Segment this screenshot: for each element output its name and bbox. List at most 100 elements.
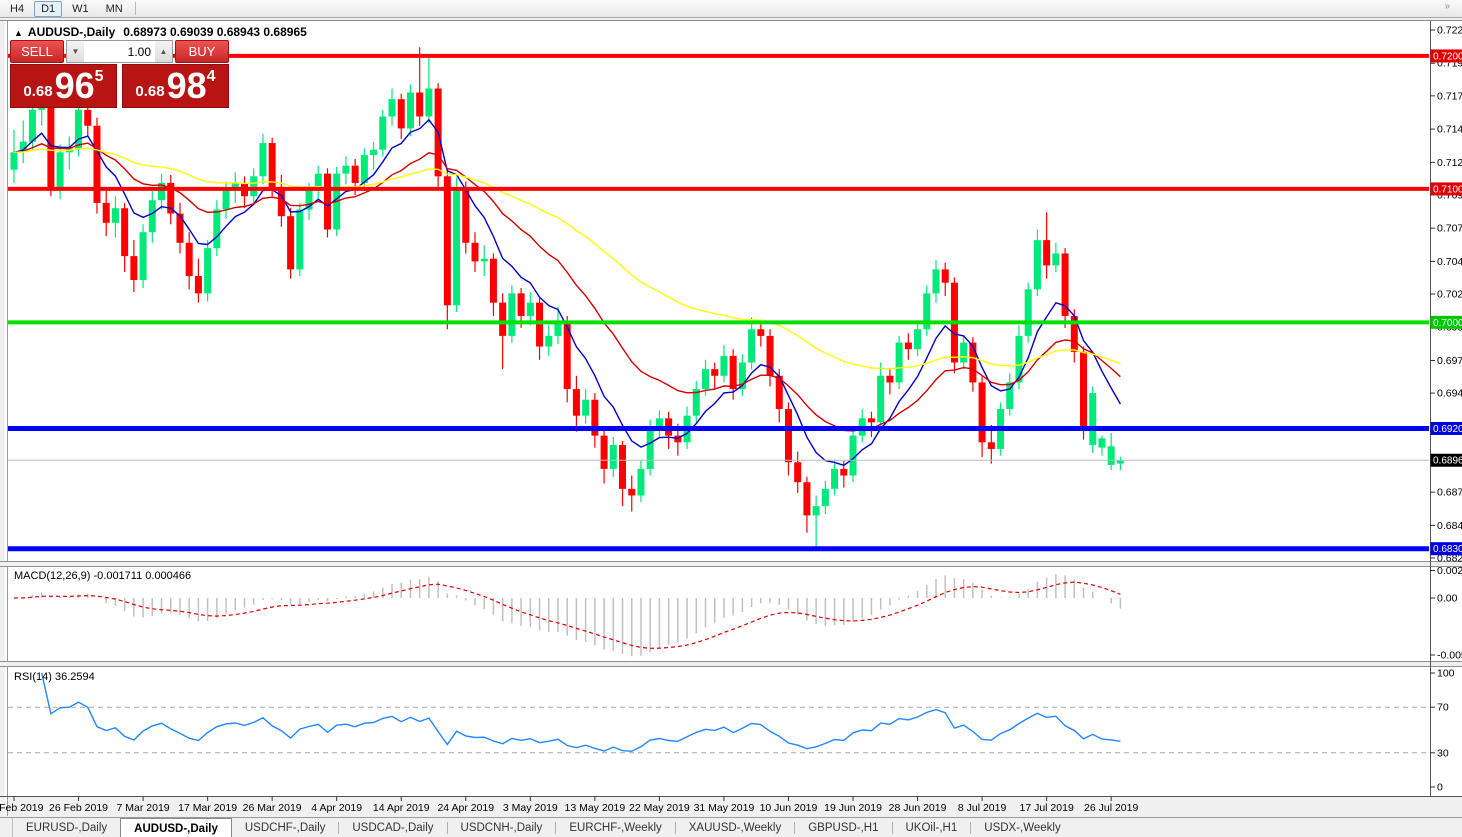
sell-button[interactable]: SELL bbox=[10, 40, 64, 63]
candle bbox=[204, 240, 212, 302]
svg-text:26 Feb 2019: 26 Feb 2019 bbox=[49, 802, 108, 814]
candle bbox=[213, 200, 221, 257]
candle bbox=[692, 381, 700, 423]
ma-fast-line bbox=[13, 118, 1122, 467]
chart-tab-usdcad-daily[interactable]: USDCAD-,Daily bbox=[352, 822, 434, 834]
macd-histogram bbox=[22, 574, 1122, 657]
price-tag-0.72005: 0.72005 bbox=[1430, 49, 1462, 63]
svg-text:0.70460: 0.70460 bbox=[1437, 256, 1462, 268]
toolbar-overflow-icon[interactable]: » bbox=[1444, 1, 1450, 12]
candle bbox=[416, 47, 424, 126]
buy-price-display[interactable]: 0.68 98 4 bbox=[122, 64, 229, 108]
rsi-indicator-label: RSI(14) 36.2594 bbox=[14, 671, 95, 683]
candle bbox=[462, 181, 470, 254]
sell-price-display[interactable]: 0.68 96 5 bbox=[10, 64, 117, 108]
candle bbox=[75, 103, 83, 157]
candle bbox=[176, 202, 184, 254]
candle bbox=[637, 459, 645, 503]
panel-frames bbox=[0, 21, 1462, 797]
volume-decrease-button[interactable]: ▼ bbox=[67, 41, 84, 62]
candle bbox=[268, 137, 276, 197]
candle bbox=[1080, 346, 1088, 440]
rsi-axis: 100 70 30 0 bbox=[1430, 668, 1455, 794]
candle bbox=[812, 495, 820, 548]
candle bbox=[766, 329, 774, 387]
chart-tab-eurusd-daily[interactable]: EURUSD-,Daily bbox=[26, 822, 108, 834]
chart-tab-usdx-weekly[interactable]: USDX-,Weekly bbox=[984, 822, 1061, 834]
candle bbox=[1006, 373, 1014, 416]
svg-text:30: 30 bbox=[1437, 747, 1449, 759]
ma-mid-line bbox=[13, 142, 1121, 432]
buy-button[interactable]: BUY bbox=[175, 40, 229, 63]
candle bbox=[950, 277, 958, 374]
candle bbox=[1033, 229, 1041, 296]
sell-price-big: 96 bbox=[54, 65, 95, 106]
timeframe-button-d1[interactable]: D1 bbox=[34, 0, 63, 17]
candle bbox=[803, 476, 811, 533]
one-click-trading-toggle-icon[interactable]: ▲ bbox=[14, 28, 23, 38]
candle bbox=[536, 297, 544, 360]
svg-text:0: 0 bbox=[1437, 782, 1443, 794]
candle bbox=[130, 240, 138, 293]
svg-text:24 Apr 2019: 24 Apr 2019 bbox=[437, 802, 494, 814]
chart-tab-eurchf-weekly[interactable]: EURCHF-,Weekly bbox=[569, 822, 662, 834]
price-tag-0.68965: 0.68965 bbox=[1430, 453, 1462, 467]
svg-text:0.71705: 0.71705 bbox=[1437, 90, 1462, 102]
candle bbox=[904, 333, 912, 360]
svg-text:14 Apr 2019: 14 Apr 2019 bbox=[373, 802, 430, 814]
price-tags: 0.72005 0.71005 0.70002 0.69204 0.68965 0.683… bbox=[1430, 49, 1462, 556]
svg-text:0.72005: 0.72005 bbox=[1433, 51, 1462, 62]
candle bbox=[1043, 212, 1051, 279]
candle bbox=[397, 93, 405, 140]
tab-separator bbox=[338, 822, 340, 834]
timeframe-button-w1[interactable]: W1 bbox=[72, 2, 89, 15]
svg-text:10 Jun 2019: 10 Jun 2019 bbox=[760, 802, 818, 814]
volume-spinner: ▼ ▲ bbox=[66, 40, 173, 63]
chart-tab-xauusd-weekly[interactable]: XAUUSD-,Weekly bbox=[688, 822, 782, 834]
macd-indicator-label: MACD(12,26,9) -0.001711 0.000466 bbox=[14, 570, 192, 582]
candle bbox=[554, 306, 562, 344]
svg-text:0.71005: 0.71005 bbox=[1433, 184, 1462, 195]
candle bbox=[960, 335, 968, 370]
svg-text:26 Jul 2019: 26 Jul 2019 bbox=[1084, 802, 1138, 814]
candle bbox=[406, 84, 414, 137]
candle bbox=[480, 245, 488, 277]
window-left-edge bbox=[0, 21, 8, 816]
volume-increase-button[interactable]: ▲ bbox=[155, 41, 172, 62]
svg-text:0.002522: 0.002522 bbox=[1437, 565, 1462, 577]
chart-tab-audusd-daily[interactable]: AUDUSD-,Daily bbox=[120, 818, 232, 837]
svg-text:31 May 2019: 31 May 2019 bbox=[694, 802, 755, 814]
price-tag-0.68300: 0.68300 bbox=[1430, 542, 1462, 556]
one-click-trade-panel: SELL ▼ ▲ BUY 0.68 96 5 0.68 98 4 bbox=[10, 40, 229, 108]
candle bbox=[388, 88, 396, 126]
candle bbox=[582, 389, 590, 424]
chart-ohlc-values: 0.68973 0.69039 0.68943 0.68965 bbox=[123, 25, 307, 39]
svg-text:0.68475: 0.68475 bbox=[1437, 520, 1462, 532]
candle bbox=[65, 136, 73, 170]
candle bbox=[10, 129, 18, 183]
candle bbox=[923, 285, 931, 336]
chart-tab-ukoil-h1[interactable]: UKOil-,H1 bbox=[905, 822, 958, 834]
candle bbox=[784, 402, 792, 476]
rsi-value: 36.2594 bbox=[54, 671, 95, 683]
candle bbox=[139, 224, 147, 289]
candle bbox=[93, 117, 101, 214]
timeframe-button-mn[interactable]: MN bbox=[105, 2, 123, 15]
svg-text:0.70002: 0.70002 bbox=[1433, 318, 1462, 329]
chart-tab-usdcnh-daily[interactable]: USDCNH-,Daily bbox=[460, 822, 543, 834]
candle bbox=[1015, 325, 1023, 390]
svg-text:3 May 2019: 3 May 2019 bbox=[503, 802, 558, 814]
candle bbox=[600, 426, 608, 484]
candle bbox=[987, 425, 995, 464]
candle bbox=[1052, 242, 1060, 273]
candle bbox=[794, 451, 802, 493]
candle bbox=[1098, 435, 1106, 456]
volume-input[interactable] bbox=[84, 41, 155, 62]
macd-signal-line bbox=[13, 581, 1121, 649]
chart-tab-usdchf-daily[interactable]: USDCHF-,Daily bbox=[244, 822, 326, 834]
chart-window-border bbox=[0, 20, 1462, 21]
chart-tab-gbpusd-h1[interactable]: GBPUSD-,H1 bbox=[808, 822, 879, 834]
timeframe-button-h4[interactable]: H4 bbox=[10, 2, 25, 15]
